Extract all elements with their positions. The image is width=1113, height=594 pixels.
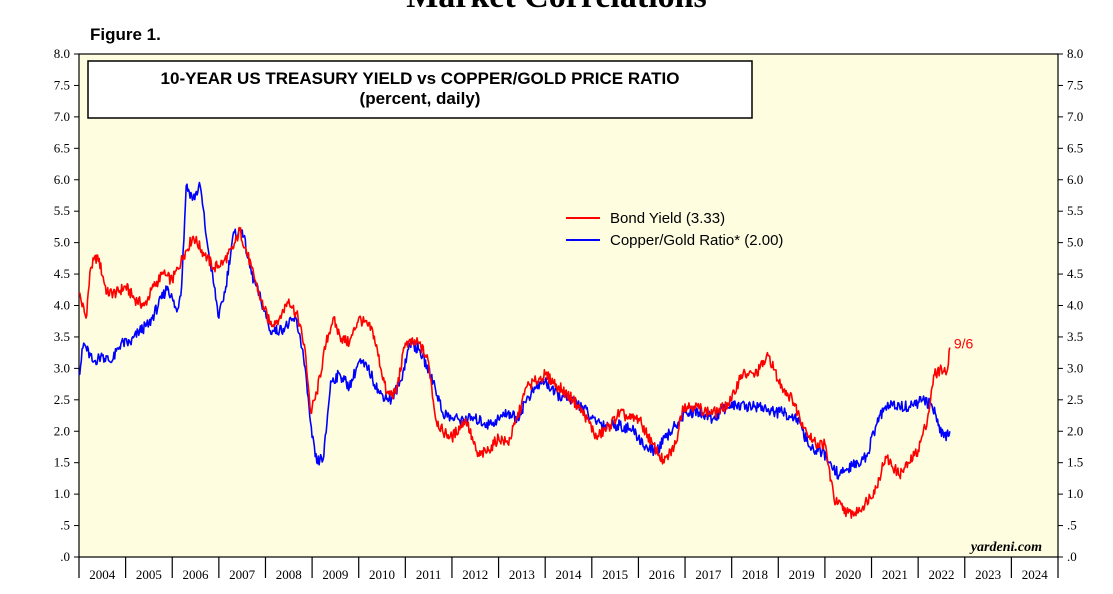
y-tick-label-right: 2.0	[1067, 423, 1083, 438]
y-tick-label-left: 8.0	[54, 46, 70, 61]
y-tick-label-left: 7.5	[54, 77, 70, 92]
y-tick-label-right: .5	[1067, 518, 1077, 533]
y-tick-label-right: 7.0	[1067, 109, 1083, 124]
y-tick-label-right: 5.0	[1067, 235, 1083, 250]
x-tick-label: 2008	[276, 567, 302, 582]
x-tick-label: 2009	[322, 567, 348, 582]
series-lines	[78, 181, 951, 519]
y-tick-label-left: 2.5	[54, 392, 70, 407]
y-tick-label-right: .0	[1067, 549, 1077, 564]
x-tick-label: 2014	[556, 567, 583, 582]
y-tick-label-left: 3.5	[54, 329, 70, 344]
y-tick-label-right: 1.5	[1067, 455, 1083, 470]
y-tick-label-left: 4.5	[54, 266, 70, 281]
legend: Bond Yield (3.33) Copper/Gold Ratio* (2.…	[566, 210, 783, 249]
y-tick-label-left: 1.5	[54, 455, 70, 470]
y-tick-label-right: 7.5	[1067, 77, 1083, 92]
y-tick-label-left: 5.0	[54, 235, 70, 250]
y-tick-label-right: 1.0	[1067, 486, 1083, 501]
plot-area	[78, 53, 1059, 558]
series-line-copper-gold	[78, 181, 951, 480]
y-tick-label-left: 6.0	[54, 172, 70, 187]
y-tick-label-left: .5	[60, 518, 70, 533]
x-tick-label: 2013	[509, 567, 535, 582]
chart-subtitle: (percent, daily)	[360, 89, 481, 108]
figure-label: Figure 1.	[90, 25, 161, 44]
legend-label-bond-yield: Bond Yield (3.33)	[610, 210, 725, 227]
x-tick-label: 2018	[742, 567, 768, 582]
y-tick-label-right: 2.5	[1067, 392, 1083, 407]
x-tick-label: 2024	[1022, 567, 1049, 582]
chart-title: 10-YEAR US TREASURY YIELD vs COPPER/GOLD…	[161, 69, 680, 88]
y-tick-label-left: 5.5	[54, 203, 70, 218]
title-box	[87, 60, 753, 119]
y-tick-label-left: 7.0	[54, 109, 70, 124]
x-tick-label: 2005	[136, 567, 162, 582]
y-tick-label-left: 6.5	[54, 140, 70, 155]
x-tick-label: 2016	[649, 567, 676, 582]
x-tick-label: 2022	[928, 567, 954, 582]
y-tick-label-right: 6.0	[1067, 172, 1083, 187]
x-tick-label: 2020	[835, 567, 861, 582]
x-tick-label: 2011	[416, 567, 442, 582]
x-tick-label: 2023	[975, 567, 1001, 582]
y-tick-label-left: 1.0	[54, 486, 70, 501]
y-tick-label-left: 3.0	[54, 360, 70, 375]
series-line-bond-yield	[78, 226, 951, 519]
y-tick-label-right: 4.0	[1067, 298, 1083, 313]
y-tick-label-right: 6.5	[1067, 140, 1083, 155]
x-tick-label: 2017	[695, 567, 722, 582]
x-tick-label: 2007	[229, 567, 256, 582]
y-axis-left: .0 .5 1.0 1.5 2.0 2.5 3.0 3.5 4.0 4.5 5.0 5.5 6.0 6.5…	[54, 46, 79, 564]
x-tick-label: 2015	[602, 567, 628, 582]
y-axis-right: .0 .5 1.0 1.5 2.0 2.5 3.0 3.5 4.0 4.5 5.0 5.5 6.0 6.5…	[1058, 46, 1083, 564]
y-tick-label-left: 4.0	[54, 298, 70, 313]
y-tick-label-right: 4.5	[1067, 266, 1083, 281]
y-tick-label-right: 8.0	[1067, 46, 1083, 61]
y-tick-label-left: 2.0	[54, 423, 70, 438]
x-tick-label: 2010	[369, 567, 395, 582]
x-tick-label: 2019	[789, 567, 815, 582]
y-tick-label-right: 3.0	[1067, 360, 1083, 375]
x-tick-label: 2004	[89, 567, 116, 582]
y-tick-label-right: 5.5	[1067, 203, 1083, 218]
y-tick-label-left: .0	[60, 549, 70, 564]
source-credit: yardeni.com	[969, 540, 1042, 555]
page-heading: Market Correlations	[0, 0, 1113, 16]
x-tick-label: 2006	[183, 567, 210, 582]
x-tick-label: 2021	[882, 567, 908, 582]
annotation-latest-date: 9/6	[954, 336, 974, 352]
y-tick-label-right: 3.5	[1067, 329, 1083, 344]
legend-label-copper-gold: Copper/Gold Ratio* (2.00)	[610, 232, 783, 249]
x-tick-label: 2012	[462, 567, 488, 582]
x-axis: 2004 2005 2006 2007 2008 2009 2010 2011 2012 2013…	[78, 557, 1059, 582]
